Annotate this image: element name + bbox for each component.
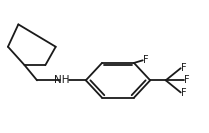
Text: F: F — [181, 88, 186, 98]
Text: F: F — [181, 63, 186, 73]
Text: F: F — [184, 75, 189, 85]
Text: F: F — [143, 55, 148, 65]
Text: NH: NH — [54, 75, 70, 85]
